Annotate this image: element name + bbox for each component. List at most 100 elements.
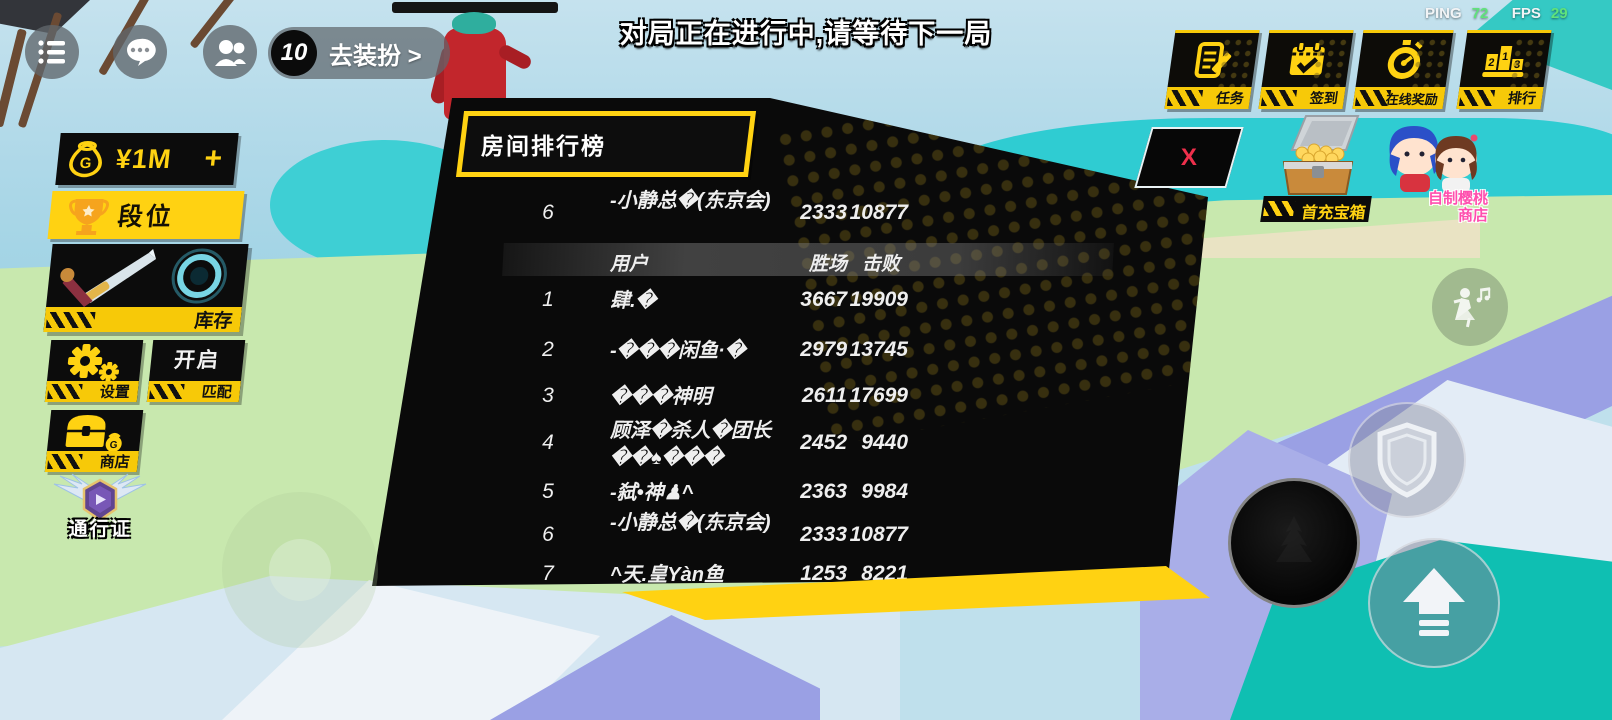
online-reward-button[interactable]: 在线奖励 xyxy=(1352,30,1454,109)
menu-button[interactable] xyxy=(25,25,79,79)
row-name: -弑•神♟^ xyxy=(610,482,694,504)
cherry-shop-line1: 自制樱桃 xyxy=(1427,190,1488,207)
leaderboard-panel: 6 -小静总�(东京会) 2333 10877 用户 胜场 击败 1 肆.� 3… xyxy=(372,98,1208,586)
signin-button[interactable]: 签到 xyxy=(1258,30,1354,109)
row-kills: 19909 xyxy=(849,288,908,311)
match-label: 匹配 xyxy=(200,384,233,401)
row-name: 肆.� xyxy=(610,290,657,312)
skill-orb-icon xyxy=(1276,516,1312,562)
cherry-shop-label: 自制樱桃 商店 xyxy=(1380,190,1488,224)
signin-label: 签到 xyxy=(1308,90,1340,106)
add-currency-button[interactable]: + xyxy=(202,142,224,175)
row-rank: 3 xyxy=(542,384,554,407)
header-kills: 击败 xyxy=(861,254,900,275)
inventory-label: 库存 xyxy=(193,311,234,332)
row-name: -小静总�(东京会) xyxy=(610,512,771,534)
chat-button[interactable] xyxy=(113,25,167,79)
leaderboard-overflow-row: 6 -小静总�(东京会) 2333 10877 xyxy=(372,188,1128,244)
settings-label: 设置 xyxy=(98,384,131,401)
row-kills: 10877 xyxy=(849,523,908,546)
row-name: 顾泽�杀人�团长��♠��� xyxy=(610,420,772,469)
match-status-banner: 对局正在进行中,请等待下一局 xyxy=(619,19,993,49)
currency-bar[interactable]: G ¥1M + xyxy=(55,133,239,185)
row-kills: 17699 xyxy=(849,384,908,407)
header-wins: 胜场 xyxy=(808,254,847,275)
svg-text:G: G xyxy=(109,440,118,451)
friends-button[interactable] xyxy=(203,25,257,79)
joystick-knob[interactable] xyxy=(269,539,331,601)
attack-skill-button[interactable] xyxy=(1228,478,1360,608)
rank-tier-label: 段位 xyxy=(116,203,176,231)
row-rank: 6 xyxy=(542,523,554,546)
chat-bubble-icon xyxy=(127,38,156,66)
match-button[interactable]: 开启 匹配 xyxy=(146,340,246,402)
ranking-label: 排行 xyxy=(1506,90,1538,106)
stripe-decor xyxy=(149,384,185,399)
pass-label: 通行证 xyxy=(68,519,132,540)
row-wins: 1253 xyxy=(800,562,847,585)
settings-button[interactable]: 设置 xyxy=(44,340,144,402)
first-charge-chest-button[interactable]: 首充宝箱 xyxy=(1260,110,1372,222)
leaderboard-row: 3 ���神明 2611 17699 xyxy=(372,384,1128,440)
online-reward-label: 在线奖励 xyxy=(1384,91,1439,107)
pass-button[interactable] xyxy=(48,472,152,532)
fps-value: 29 xyxy=(1550,5,1568,22)
friends-icon xyxy=(215,40,246,66)
ranking-button[interactable]: 213 排行 xyxy=(1456,30,1552,109)
stripe-decor xyxy=(47,454,83,469)
row-kills: 9984 xyxy=(861,480,908,503)
perf-indicator: PING 72 FPS 29 xyxy=(1425,5,1581,22)
stripe-decor xyxy=(47,384,83,399)
row-name: -小静总�(东京会) xyxy=(610,190,771,212)
movement-joystick[interactable] xyxy=(222,492,378,648)
rank-tier-button[interactable]: 段位 xyxy=(47,191,245,239)
shop-label: 商店 xyxy=(98,454,131,471)
gear-icon xyxy=(67,344,120,382)
match-top-label: 开启 xyxy=(172,349,222,372)
shield-icon xyxy=(1377,422,1437,498)
row-name: -���闲鱼·� xyxy=(610,340,746,362)
player-health-bar xyxy=(392,2,558,13)
dressup-button[interactable]: 10 去装扮 > xyxy=(268,27,450,79)
leaderboard-row: 1 肆.� 3667 19909 xyxy=(372,288,1128,344)
svg-text:G: G xyxy=(79,155,92,172)
leaderboard-row: 7 ^天.皇Yàn鱼 1253 8221 xyxy=(372,562,1128,586)
shield-skill-button[interactable] xyxy=(1348,402,1466,518)
stripe-decor xyxy=(1263,201,1296,216)
stripe-decor xyxy=(1260,90,1298,106)
inventory-button[interactable]: 库存 xyxy=(43,244,249,332)
tasks-button[interactable]: 任务 xyxy=(1164,30,1260,109)
player-character-hair xyxy=(452,12,496,34)
currency-value: ¥1M xyxy=(114,143,174,174)
shop-button[interactable]: G 商店 xyxy=(44,410,144,472)
row-wins: 2363 xyxy=(800,480,847,503)
emote-dance-button[interactable] xyxy=(1432,268,1508,346)
tasks-label: 任务 xyxy=(1214,90,1246,106)
row-rank: 7 xyxy=(542,562,554,585)
close-x-label: X xyxy=(1180,143,1197,171)
menu-list-icon xyxy=(38,40,65,64)
row-rank: 1 xyxy=(542,288,554,311)
money-bag-icon: G xyxy=(69,141,102,178)
leaderboard-row: 4 顾泽�杀人�团长��♠��� 2452 9440 xyxy=(372,418,1128,474)
stripe-decor xyxy=(1166,90,1204,106)
row-wins: 2452 xyxy=(800,431,847,454)
cherry-shop-button[interactable]: 自制樱桃 商店 xyxy=(1380,112,1488,224)
jump-button[interactable] xyxy=(1368,538,1500,668)
shop-chest-icon: G xyxy=(65,415,122,452)
leaderboard-row: 2 -���闲鱼·� 2979 13745 xyxy=(372,338,1128,394)
leaderboard-row: 5 -弑•神♟^ 2363 9984 xyxy=(372,480,1128,536)
ping-label: PING xyxy=(1425,5,1462,22)
row-wins: 2979 xyxy=(800,338,847,361)
row-wins: 2333 xyxy=(800,201,847,224)
treasure-chest-icon xyxy=(1282,115,1360,195)
close-button[interactable]: X xyxy=(1134,127,1244,188)
row-kills: 10877 xyxy=(849,201,908,224)
stripe-decor xyxy=(1354,90,1392,106)
row-wins: 3667 xyxy=(800,288,847,311)
cherry-shop-line2: 商店 xyxy=(1457,207,1488,224)
row-kills: 13745 xyxy=(849,338,908,361)
row-kills: 9440 xyxy=(861,431,908,454)
promo-plate: 首充宝箱 xyxy=(1260,196,1372,222)
